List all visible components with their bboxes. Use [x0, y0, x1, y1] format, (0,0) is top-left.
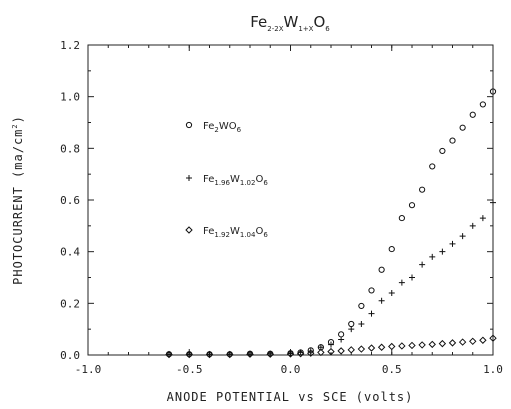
legend-marker-plus: [186, 175, 192, 181]
x-tick-label: -1.0: [75, 363, 102, 376]
circle-data-point: [489, 88, 497, 95]
plus-data-point: [439, 248, 446, 255]
diamond-data-point: [296, 350, 305, 358]
diamond-data-point: [428, 340, 436, 349]
diamond-data-point: [438, 339, 447, 348]
plus-data-point: [378, 297, 385, 304]
diamond-data-point: [357, 345, 366, 353]
plus-data-point: [348, 326, 355, 333]
diamond-data-point: [347, 346, 355, 354]
circle-data-point: [439, 147, 446, 155]
x-tick-label: 0.5: [382, 363, 402, 376]
diamond-data-point: [246, 350, 254, 358]
diamond-data-point: [469, 337, 477, 346]
diamond-data-point: [266, 350, 274, 358]
plus-data-point: [490, 199, 496, 206]
circle-data-point: [429, 163, 436, 170]
circle-data-point: [378, 266, 385, 273]
data-points: [165, 88, 497, 359]
diamond-data-point: [327, 347, 335, 356]
diamond-data-point: [205, 350, 214, 359]
diamond-data-point: [226, 350, 234, 359]
diamond-data-point: [458, 338, 467, 346]
diamond-data-point: [367, 344, 376, 352]
diamond-data-point: [398, 342, 406, 350]
plus-data-point: [358, 321, 365, 327]
circle-data-point: [348, 320, 355, 328]
diamond-data-point: [317, 348, 325, 357]
circle-data-point: [338, 331, 345, 338]
circle-data-point: [419, 186, 426, 193]
circle-data-point: [469, 111, 476, 118]
y-tick-label: 0.2: [60, 297, 80, 310]
plus-data-point: [307, 348, 314, 355]
circle-data-point: [449, 137, 456, 144]
diamond-data-point: [377, 343, 386, 351]
plus-data-point: [166, 351, 172, 358]
circle-data-point: [408, 202, 416, 209]
plus-data-point: [328, 341, 334, 348]
plus-data-point: [429, 253, 436, 260]
legend-marker-circle: [185, 121, 193, 129]
y-tick-label: 0.8: [60, 142, 80, 155]
plus-data-point: [247, 350, 253, 357]
plus-data-point: [479, 215, 486, 222]
circle-data-point: [398, 214, 405, 222]
y-axis: 0.0 0.2 0.4 0.6 0.8 1.0 1.2: [60, 39, 493, 362]
y-tick-label: 0.6: [60, 194, 80, 207]
plus-data-point: [368, 310, 375, 317]
plus-data-point: [206, 351, 213, 358]
diamond-data-point: [388, 342, 396, 351]
y-tick-label: 1.2: [60, 39, 80, 52]
legend-marker-diamond: [185, 226, 193, 234]
legend-label: Fe2WO6: [203, 121, 242, 134]
plus-data-point: [398, 279, 405, 286]
plus-data-point: [186, 351, 193, 358]
x-tick-label: 0.0: [281, 363, 301, 376]
circle-data-point: [358, 302, 365, 310]
x-tick-label: -0.5: [176, 363, 203, 376]
diamond-data-point: [286, 350, 295, 358]
chart-title: Fe2-2XW1+XO6: [250, 13, 330, 33]
legend: Fe2WO6 Fe1.96W1.02O6 Fe1.92W1.04O6: [185, 121, 268, 239]
circle-data-point: [459, 124, 466, 131]
circle-data-point: [388, 245, 395, 253]
y-tick-label: 1.0: [60, 91, 80, 104]
diamond-data-point: [307, 349, 315, 357]
legend-label: Fe1.92W1.04O6: [203, 226, 268, 239]
diamond-data-point: [448, 339, 457, 347]
plus-data-point: [409, 274, 415, 281]
diamond-data-point: [418, 341, 426, 349]
plus-data-point: [449, 240, 456, 247]
diamond-data-point: [337, 347, 345, 355]
y-tick-label: 0.0: [60, 349, 80, 362]
plus-data-point: [459, 233, 466, 240]
x-axis: -1.0 -0.5 0.0 0.5 1.0: [75, 45, 503, 376]
plus-data-point: [338, 336, 345, 343]
diamond-data-point: [185, 350, 193, 359]
y-tick-label: 0.4: [60, 246, 80, 259]
x-axis-label: ANODE POTENTIAL vs SCE (volts): [167, 390, 414, 404]
circle-data-point: [479, 101, 486, 108]
diamond-data-point: [489, 334, 497, 342]
plot-frame: [87, 44, 494, 356]
plus-data-point: [419, 261, 426, 268]
plus-data-point: [226, 351, 233, 358]
y-axis-label: PHOTOCURRENT (ma/cm2): [11, 115, 25, 285]
x-tick-label: 1.0: [483, 363, 503, 376]
diamond-data-point: [408, 341, 416, 350]
legend-label: Fe1.96W1.02O6: [203, 174, 268, 187]
diamond-data-point: [165, 350, 173, 359]
plus-data-point: [388, 290, 395, 296]
circle-data-point: [368, 287, 375, 294]
diamond-data-point: [479, 336, 487, 344]
plus-data-point: [469, 222, 476, 229]
